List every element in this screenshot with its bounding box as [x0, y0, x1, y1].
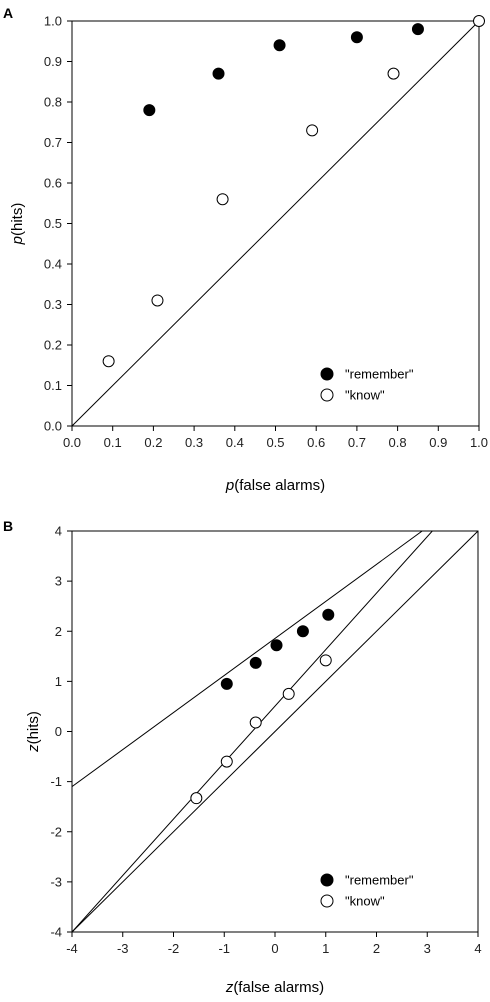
x-tick-label: 0.8 [389, 435, 407, 450]
x-tick-label: 2 [373, 941, 380, 956]
x-tick-label: 0.7 [348, 435, 366, 450]
y-tick-label: -2 [50, 824, 62, 839]
remember-point [249, 656, 262, 669]
y-tick-label: 0.7 [44, 135, 62, 150]
x-tick-label: 0.9 [429, 435, 447, 450]
know-point [190, 792, 203, 805]
panel-letter: A [3, 5, 13, 21]
x-axis-label-rest: (false alarms) [233, 979, 324, 996]
remember-point [350, 31, 363, 44]
y-tick-label: -3 [50, 874, 62, 889]
remember-point [212, 67, 225, 80]
know-point [216, 193, 229, 206]
know-point [151, 294, 164, 307]
remember-point [220, 677, 233, 690]
remember-point [296, 625, 309, 638]
y-tick-label: -1 [50, 774, 62, 789]
panel-a: A 0.0 0.1 0.2 0.3 0.4 0.5 0.6 0.7 0.8 0.9 1.0 0.0 0.1… [3, 5, 488, 494]
remember-point [322, 608, 335, 621]
legend-remember-label: "remember" [345, 367, 414, 382]
y-tick-label: 1.0 [44, 14, 62, 29]
x-tick-label: -4 [66, 941, 78, 956]
legend-know-label: "know" [345, 894, 385, 909]
know-point [282, 687, 295, 700]
x-tick-label: 1.0 [470, 435, 488, 450]
x-tick-label: 0.6 [307, 435, 325, 450]
know-point [102, 355, 115, 368]
x-tick-label: -2 [168, 941, 180, 956]
x-axis-label-rest: (false alarms) [234, 477, 325, 494]
remember-point [273, 39, 286, 52]
remember-fit-line [72, 531, 423, 788]
x-axis-label: z(false alarms) [225, 979, 324, 996]
y-tick-label: 0.9 [44, 54, 62, 69]
x-tick-label: 0.5 [266, 435, 284, 450]
remember-point [143, 104, 156, 117]
legend-remember-marker [320, 873, 334, 887]
know-point [220, 755, 233, 768]
legend-remember-marker [320, 367, 334, 381]
panel-letter: B [3, 518, 13, 534]
x-tick-label: 0.1 [104, 435, 122, 450]
y-tick-label: 0.3 [44, 297, 62, 312]
y-tick-label: 0.5 [44, 216, 62, 231]
y-tick-label: 0.8 [44, 95, 62, 110]
know-point [473, 15, 485, 27]
y-axis-label: z(hits) [25, 711, 42, 753]
x-axis-label: p(false alarms) [225, 477, 325, 494]
x-tick-label: 3 [424, 941, 431, 956]
legend-know-marker [320, 388, 334, 402]
know-point [387, 67, 400, 80]
chance-diagonal-line [72, 531, 478, 932]
y-tick-label: 0.4 [44, 257, 62, 272]
remember-point [411, 23, 424, 36]
y-axis-label-rest: (hits) [9, 203, 26, 236]
chance-diagonal-line [72, 21, 479, 426]
y-axis-label-italic: p [9, 236, 26, 245]
y-tick-label: 0.1 [44, 378, 62, 393]
y-tick-label: 0.0 [44, 419, 62, 434]
know-point [319, 654, 332, 667]
x-tick-label: -3 [117, 941, 129, 956]
x-tick-label: 0 [271, 941, 278, 956]
x-tick-label: 4 [474, 941, 481, 956]
y-axis-label-rest: (hits) [25, 711, 42, 744]
x-tick-label: 0.4 [226, 435, 244, 450]
x-tick-label: -1 [218, 941, 230, 956]
y-tick-label: 0.6 [44, 176, 62, 191]
legend: "remember" "know" [320, 873, 414, 909]
remember-point [270, 639, 283, 652]
know-point [306, 124, 319, 137]
y-tick-label: 0.2 [44, 338, 62, 353]
x-tick-label: 0.2 [144, 435, 162, 450]
x-axis-label-italic: z [225, 979, 234, 996]
x-tick-label: 1 [322, 941, 329, 956]
legend-know-label: "know" [345, 388, 385, 403]
y-tick-label: 4 [55, 524, 62, 539]
x-tick-label: 0.0 [63, 435, 81, 450]
legend: "remember" "know" [320, 367, 414, 403]
x-axis-label-italic: p [225, 477, 234, 494]
y-axis-label: p(hits) [9, 203, 26, 246]
y-tick-label: 1 [55, 674, 62, 689]
know-fit-line [72, 531, 433, 932]
x-tick-label: 0.3 [185, 435, 203, 450]
legend-remember-label: "remember" [345, 873, 414, 888]
y-tick-label: 3 [55, 574, 62, 589]
y-tick-label: 2 [55, 624, 62, 639]
y-axis-label-italic: z [25, 744, 42, 753]
y-tick-label: 0 [55, 724, 62, 739]
know-point [249, 716, 262, 729]
legend-know-marker [320, 894, 334, 908]
y-tick-label: -4 [50, 925, 62, 940]
